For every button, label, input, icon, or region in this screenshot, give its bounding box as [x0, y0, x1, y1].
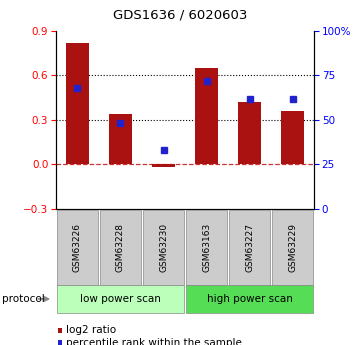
Bar [195, 68, 218, 164]
Text: GDS1636 / 6020603: GDS1636 / 6020603 [113, 9, 248, 22]
Bar [109, 114, 132, 164]
Bar [66, 43, 89, 164]
Text: log2 ratio: log2 ratio [66, 325, 116, 335]
Text: high power scan: high power scan [206, 294, 292, 304]
Text: GSM63228: GSM63228 [116, 223, 125, 272]
Text: GSM63229: GSM63229 [288, 223, 297, 272]
Text: protocol: protocol [2, 294, 44, 304]
Text: GSM63227: GSM63227 [245, 223, 254, 272]
Text: GSM63230: GSM63230 [159, 223, 168, 272]
Bar [238, 102, 261, 164]
Text: percentile rank within the sample: percentile rank within the sample [66, 338, 242, 345]
Text: GSM63226: GSM63226 [73, 223, 82, 272]
Text: GSM63163: GSM63163 [202, 223, 211, 272]
Bar [281, 111, 304, 164]
Bar [152, 164, 175, 167]
Text: low power scan: low power scan [80, 294, 161, 304]
